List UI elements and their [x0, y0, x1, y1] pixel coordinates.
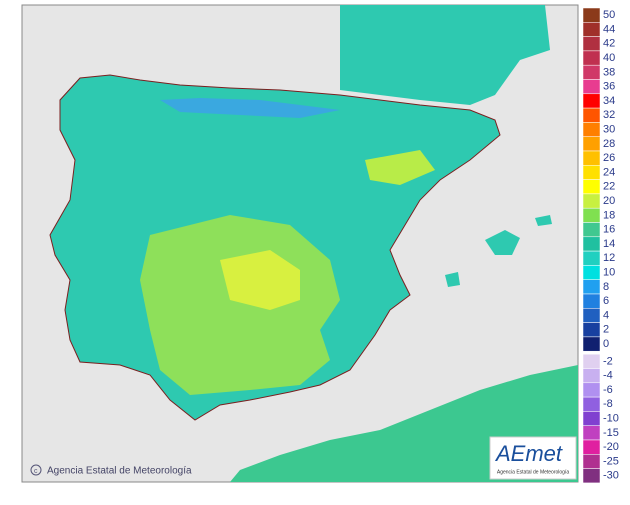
copyright-icon [30, 464, 42, 476]
legend-label: 18 [603, 209, 615, 221]
ibiza [445, 272, 460, 287]
logo-subtitle: Agencia Estatal de Meteorología [497, 469, 569, 475]
legend-label: 34 [603, 95, 615, 107]
legend-swatch [582, 250, 601, 266]
legend-label: 14 [603, 238, 615, 250]
legend-swatch [582, 165, 601, 180]
legend-swatch [582, 150, 601, 166]
legend-swatch [582, 7, 601, 23]
legend-swatch [582, 50, 601, 66]
legend-label: 42 [603, 38, 615, 50]
legend-swatch [582, 279, 601, 295]
legend-label: 38 [603, 66, 615, 78]
france [340, 5, 550, 105]
legend-label: 12 [603, 252, 615, 264]
legend-label: 2 [603, 324, 609, 336]
legend-swatch [582, 454, 601, 469]
legend-label: 26 [603, 152, 615, 164]
central-hot [220, 250, 300, 310]
legend-label: -25 [603, 455, 619, 467]
legend-label: -6 [603, 384, 613, 396]
credit: Agencia Estatal de Meteorología [47, 466, 192, 477]
legend-swatch [582, 107, 601, 123]
legend-label: 30 [603, 123, 615, 135]
legend-swatch [582, 265, 601, 280]
legend-swatch [582, 136, 601, 152]
logo: AEmet [494, 441, 563, 466]
legend-label: -20 [603, 441, 619, 453]
legend-swatch [582, 382, 601, 398]
mallorca [485, 230, 520, 255]
legend-swatch [582, 336, 601, 352]
legend-swatch [582, 368, 601, 384]
legend-label: 36 [603, 81, 615, 93]
legend-label: -2 [603, 355, 613, 367]
legend-swatch [582, 222, 601, 238]
legend-swatch [582, 236, 601, 252]
legend-swatch [582, 293, 601, 309]
legend-label: 40 [603, 52, 615, 64]
mainland-warm [140, 215, 340, 395]
legend: 5044424038363432302826242220181614121086… [582, 7, 619, 484]
legend-swatch [582, 193, 601, 209]
legend-swatch [582, 36, 601, 52]
legend-swatch [582, 353, 601, 369]
legend-label: -4 [603, 370, 613, 382]
legend-label: -15 [603, 427, 619, 439]
legend-swatch [582, 22, 601, 37]
legend-swatch [582, 396, 601, 412]
legend-label: -8 [603, 398, 613, 410]
legend-label: 22 [603, 181, 615, 193]
legend-label: 24 [603, 166, 615, 178]
legend-swatch [582, 468, 601, 484]
legend-swatch [582, 93, 601, 109]
legend-label: 20 [603, 195, 615, 207]
legend-label: -10 [603, 412, 619, 424]
legend-label: 6 [603, 295, 609, 307]
legend-label: 50 [603, 9, 615, 21]
legend-label: 44 [603, 23, 615, 35]
legend-label: 8 [603, 281, 609, 293]
legend-label: 0 [603, 338, 609, 350]
legend-swatch [582, 425, 601, 441]
cantabrian-cool [160, 98, 340, 118]
legend-swatch [582, 411, 601, 426]
menorca [535, 215, 552, 226]
legend-label: 16 [603, 224, 615, 236]
legend-label: -30 [603, 470, 619, 482]
copyright-symbol: c [34, 468, 38, 475]
legend-label: 10 [603, 266, 615, 278]
legend-label: 32 [603, 109, 615, 121]
ebro-warm [365, 150, 435, 185]
legend-swatch [582, 439, 601, 455]
legend-swatch [582, 179, 601, 195]
legend-label: 4 [603, 309, 609, 321]
legend-swatch [582, 207, 601, 223]
legend-swatch [582, 122, 601, 137]
legend-swatch [582, 308, 601, 323]
legend-swatch [582, 64, 601, 80]
legend-swatch [582, 79, 601, 95]
logo-box [489, 436, 577, 480]
legend-label: 28 [603, 138, 615, 150]
legend-swatch [582, 322, 601, 338]
